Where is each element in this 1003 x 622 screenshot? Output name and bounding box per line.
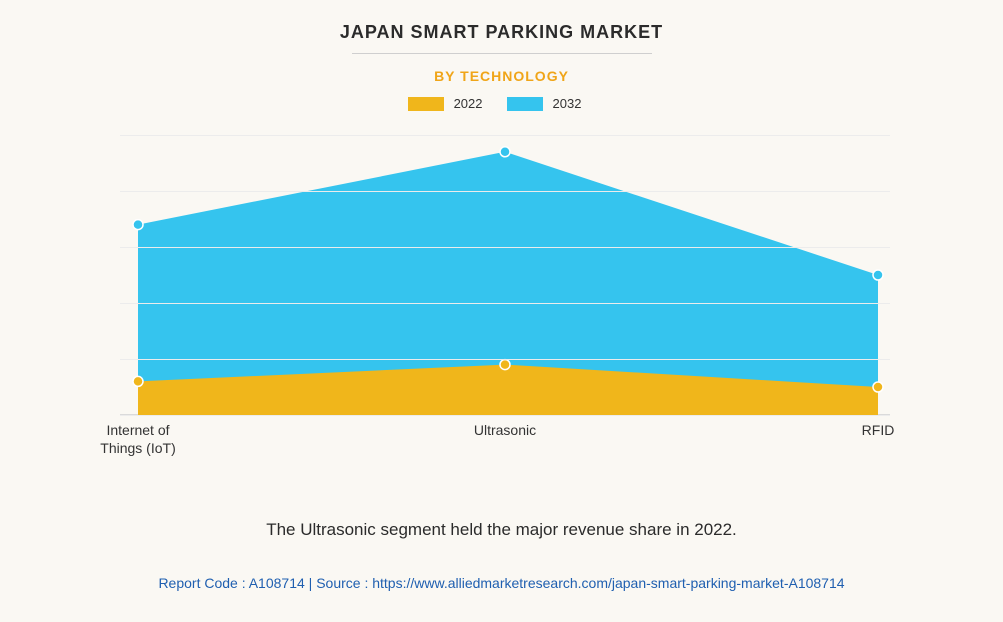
- marker-2032: [873, 270, 883, 280]
- chart-svg: [120, 135, 890, 415]
- gridline: [120, 247, 890, 248]
- marker-2022: [500, 360, 510, 370]
- legend-label-2022: 2022: [454, 96, 483, 111]
- title-underline: [352, 53, 652, 54]
- footer: Report Code : A108714 | Source : https:/…: [0, 575, 1003, 591]
- insight-text: The Ultrasonic segment held the major re…: [0, 520, 1003, 540]
- x-axis-labels: Internet of Things (IoT)UltrasonicRFID: [120, 421, 890, 471]
- x-label: Ultrasonic: [474, 421, 536, 439]
- legend: 2022 2032: [0, 96, 1003, 111]
- gridline: [120, 191, 890, 192]
- legend-swatch-2032: [507, 97, 543, 111]
- legend-swatch-2022: [408, 97, 444, 111]
- footer-sep: |: [305, 575, 316, 591]
- marker-2022: [873, 382, 883, 392]
- gridline: [120, 303, 890, 304]
- report-prefix: Report Code :: [158, 575, 248, 591]
- plot-area: [120, 135, 890, 415]
- source-url: https://www.alliedmarketresearch.com/jap…: [372, 575, 844, 591]
- gridline: [120, 135, 890, 136]
- report-code: A108714: [249, 575, 305, 591]
- subtitle: BY TECHNOLOGY: [0, 68, 1003, 84]
- gridline: [120, 415, 890, 416]
- marker-2022: [133, 376, 143, 386]
- x-label: RFID: [862, 421, 895, 439]
- x-label: Internet of Things (IoT): [100, 421, 175, 457]
- marker-2032: [500, 147, 510, 157]
- page-title: JAPAN SMART PARKING MARKET: [0, 0, 1003, 43]
- legend-label-2032: 2032: [553, 96, 582, 111]
- marker-2032: [133, 220, 143, 230]
- gridline: [120, 359, 890, 360]
- source-prefix: Source :: [316, 575, 372, 591]
- chart: Internet of Things (IoT)UltrasonicRFID: [120, 135, 890, 455]
